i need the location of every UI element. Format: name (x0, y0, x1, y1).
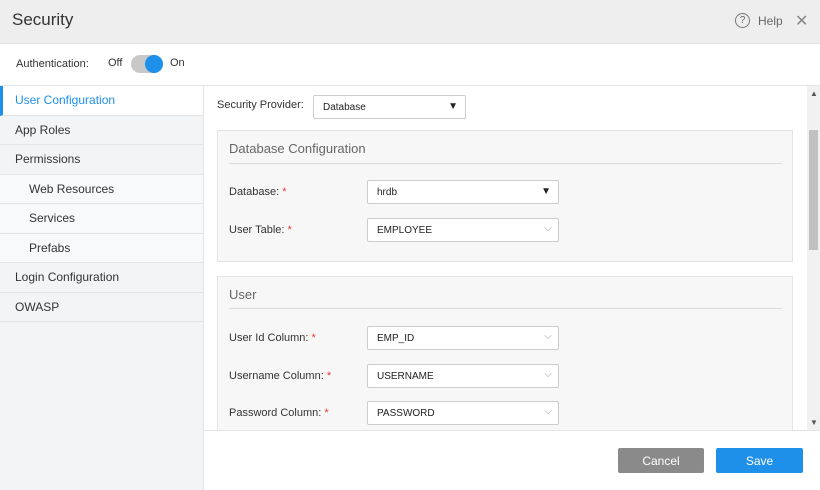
password-column-label: Password Column: * (229, 407, 329, 419)
user-table-label: User Table: * (229, 224, 292, 236)
username-column-label: Username Column: * (229, 370, 332, 382)
sidebar: User Configuration App Roles Permissions… (0, 86, 204, 490)
sidebar-item-label: User Configuration (15, 93, 116, 108)
close-icon[interactable]: ✕ (795, 13, 809, 30)
caret-down-icon: ▼ (448, 101, 458, 112)
dialog-header: Security ? Help ✕ (0, 0, 820, 44)
authentication-toggle[interactable] (131, 55, 163, 73)
sidebar-item-services[interactable]: Services (0, 204, 203, 234)
sidebar-item-label: App Roles (15, 122, 71, 137)
sidebar-item-web-resources[interactable]: Web Resources (0, 174, 203, 204)
toggle-on-label: On (170, 57, 185, 69)
divider (0, 85, 820, 86)
database-label: Database: * (229, 186, 287, 198)
toggle-off-label: Off (108, 57, 123, 69)
sidebar-item-owasp[interactable]: OWASP (0, 292, 203, 322)
panel-title: User (229, 287, 257, 302)
sidebar-item-permissions[interactable]: Permissions (0, 145, 203, 175)
security-provider-label: Security Provider: (217, 99, 304, 111)
database-configuration-panel: Database Configuration Database: * hrdb ▼… (217, 130, 793, 262)
help-label: Help (758, 13, 783, 28)
sidebar-item-label: Login Configuration (15, 270, 120, 285)
scrollbar-thumb[interactable] (809, 130, 818, 250)
divider (229, 163, 782, 164)
authentication-label: Authentication: (16, 58, 89, 70)
user-panel: User User Id Column: * EMP_ID ⌵ Username … (217, 276, 793, 430)
dialog-footer: Cancel Save (204, 430, 820, 490)
chevron-down-icon: ⌵ (544, 369, 552, 380)
sidebar-item-label: Services (29, 211, 76, 226)
sidebar-item-login-configuration[interactable]: Login Configuration (0, 263, 203, 293)
user-table-select[interactable]: EMPLOYEE ⌵ (367, 218, 559, 242)
chevron-down-icon: ⌵ (544, 406, 552, 417)
main-content: Security Provider: Database ▼ Database Co… (204, 86, 807, 430)
security-provider-select[interactable]: Database ▼ (313, 95, 466, 119)
sidebar-item-label: Permissions (15, 152, 81, 167)
sidebar-item-prefabs[interactable]: Prefabs (0, 233, 203, 263)
select-value: USERNAME (377, 370, 434, 382)
username-column-select[interactable]: USERNAME ⌵ (367, 364, 559, 388)
divider (229, 308, 782, 309)
user-id-column-select[interactable]: EMP_ID ⌵ (367, 326, 559, 350)
save-button[interactable]: Save (716, 448, 803, 473)
chevron-down-icon: ⌵ (544, 223, 552, 234)
scroll-up-icon[interactable]: ▲ (810, 89, 818, 98)
user-id-column-label: User Id Column: * (229, 332, 316, 344)
sidebar-item-user-configuration[interactable]: User Configuration (0, 86, 203, 116)
scroll-down-icon[interactable]: ▼ (810, 418, 818, 427)
select-value: EMP_ID (377, 332, 415, 344)
chevron-down-icon: ⌵ (544, 331, 552, 342)
sidebar-item-label: Prefabs (29, 240, 71, 255)
password-column-select[interactable]: PASSWORD ⌵ (367, 401, 559, 425)
cancel-button[interactable]: Cancel (618, 448, 704, 473)
toggle-knob (145, 55, 163, 73)
caret-down-icon: ▼ (541, 186, 551, 197)
help-button[interactable]: ? Help (735, 13, 783, 28)
sidebar-item-label: OWASP (15, 299, 60, 314)
select-value: PASSWORD (377, 407, 435, 419)
sidebar-item-label: Web Resources (29, 181, 115, 196)
sidebar-item-app-roles[interactable]: App Roles (0, 115, 203, 145)
select-value: EMPLOYEE (377, 224, 433, 236)
dialog-title: Security (12, 10, 74, 29)
select-value: Database (323, 101, 366, 113)
question-circle-icon: ? (735, 13, 750, 28)
panel-title: Database Configuration (229, 141, 366, 156)
select-value: hrdb (377, 186, 398, 198)
database-select[interactable]: hrdb ▼ (367, 180, 559, 204)
